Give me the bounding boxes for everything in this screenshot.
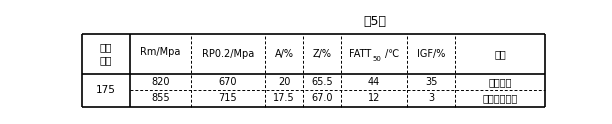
Text: Rm/Mpa: Rm/Mpa — [140, 47, 181, 57]
Text: 20: 20 — [278, 77, 290, 87]
Text: 叶片
编号: 叶片 编号 — [100, 43, 112, 65]
Text: 820: 820 — [151, 77, 170, 87]
Text: FATT: FATT — [349, 49, 371, 59]
Text: 44: 44 — [368, 77, 380, 87]
Text: 工艺: 工艺 — [494, 49, 506, 59]
Text: 670: 670 — [218, 77, 237, 87]
Text: A/%: A/% — [275, 49, 294, 59]
Text: IGF/%: IGF/% — [417, 49, 446, 59]
Text: 12: 12 — [368, 93, 380, 103]
Text: RP0.2/Mpa: RP0.2/Mpa — [202, 49, 254, 59]
Text: 表5：: 表5： — [364, 15, 387, 28]
Text: 17.5: 17.5 — [273, 93, 295, 103]
Text: 两次淬火工艺: 两次淬火工艺 — [482, 93, 518, 103]
Text: 35: 35 — [425, 77, 438, 87]
Text: 常规工艺: 常规工艺 — [488, 77, 512, 87]
Text: 855: 855 — [151, 93, 170, 103]
Text: Z/%: Z/% — [312, 49, 331, 59]
Text: 3: 3 — [428, 93, 435, 103]
Text: 715: 715 — [218, 93, 237, 103]
Text: /℃: /℃ — [385, 49, 399, 59]
Text: 50: 50 — [373, 56, 381, 62]
Text: 67.0: 67.0 — [311, 93, 332, 103]
Text: 65.5: 65.5 — [311, 77, 332, 87]
Text: 175: 175 — [96, 85, 116, 95]
